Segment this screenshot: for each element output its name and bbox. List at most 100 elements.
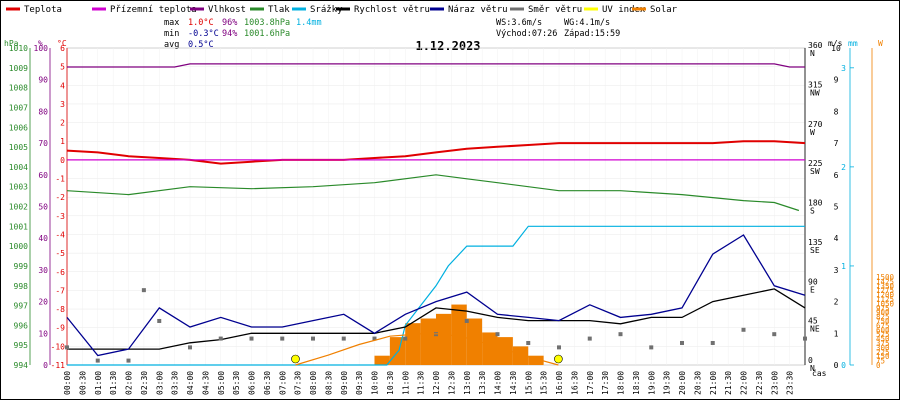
series-line-rychlost-v-tru [67, 288, 806, 350]
tick-time: 00:30 [78, 371, 87, 395]
legend-label-2: Vlhkost [208, 5, 246, 15]
tick-temp: -2 [55, 193, 65, 202]
series-line-n-raz-v-tru [66, 234, 806, 357]
wind-dir-point [126, 358, 131, 363]
stat-max-temp: 1.0°C [188, 18, 214, 28]
tick-temp: -7 [55, 286, 65, 295]
tick-time: 00:00 [63, 371, 72, 395]
solar-bar [466, 318, 483, 365]
tick-temp: -1 [55, 175, 65, 184]
tick-humidity: 90 [38, 76, 48, 85]
tick-solar: 1350 [876, 282, 895, 291]
wind-dir-point [772, 332, 777, 337]
tick-time: 23:00 [770, 371, 779, 395]
stat-max-label: max [164, 18, 179, 28]
tick-wind: 10 [831, 44, 841, 53]
tick-temp: 5 [60, 63, 65, 72]
wind-dir-point [218, 336, 223, 341]
tick-time: 10:00 [371, 371, 380, 395]
tick-time: 04:30 [201, 371, 210, 395]
tick-solar: 600 [876, 326, 890, 335]
tick-wind: 6 [834, 171, 839, 180]
wind-dir-point [618, 332, 623, 337]
stat-avg-label: avg [164, 40, 179, 50]
wind-dir-point [587, 336, 592, 341]
tick-wind-dir-label: W [810, 128, 815, 137]
tick-pressure: 996 [14, 321, 29, 330]
tick-solar: 75 [876, 357, 885, 366]
solar-bar [405, 323, 421, 365]
tick-temp: -11 [51, 361, 66, 370]
tick-time: 10:30 [386, 371, 395, 395]
tick-pressure: 1003 [9, 183, 28, 192]
tick-wind: 5 [834, 203, 839, 212]
tick-pressure: 997 [14, 302, 29, 311]
legend-label-4: Srážky [310, 5, 343, 15]
tick-time: 06:30 [263, 371, 272, 395]
tick-time: 06:00 [248, 371, 257, 395]
tick-wind-dir: 360 [808, 41, 823, 50]
tick-pressure: 998 [14, 282, 29, 291]
wind-dir-point [95, 358, 100, 363]
wind-dir-point [341, 336, 346, 341]
tick-pressure: 999 [14, 262, 29, 271]
solar-bar [512, 346, 529, 365]
tick-solar: 1200 [876, 291, 895, 300]
tick-solar: 225 [876, 348, 890, 357]
tick-wind: 2 [834, 298, 839, 307]
wind-dir-point [157, 318, 162, 323]
tick-pressure: 1004 [9, 163, 28, 172]
tick-wind: 4 [834, 234, 839, 243]
legend-label-0: Teplota [24, 5, 62, 15]
stat-max-hum: 96% [222, 18, 237, 28]
tick-temp: -10 [51, 342, 66, 351]
tick-solar: 1425 [876, 277, 894, 286]
tick-time: 08:30 [324, 371, 333, 395]
tick-wind: 0 [834, 361, 839, 370]
tick-time: 21:00 [709, 371, 718, 395]
solar-bar [374, 355, 390, 365]
tick-solar: 150 [876, 352, 890, 361]
axis-unit-ms: m/s [828, 39, 843, 48]
tick-time: 01:00 [94, 371, 103, 395]
legend-label-1: Přízemní teplota [110, 5, 197, 15]
tick-solar: 975 [876, 304, 890, 313]
tick-wind-dir-label: SE [810, 246, 820, 255]
tick-time: 14:30 [509, 371, 518, 395]
tick-time: 19:30 [663, 371, 672, 395]
tick-wind-dir-label: NE [810, 325, 820, 334]
wind-dir-point [710, 340, 715, 345]
tick-wind: 9 [834, 76, 839, 85]
series-line-tlak [66, 174, 800, 212]
stat-sunset: Západ:15:59 [564, 29, 620, 39]
tick-pressure: 1005 [9, 143, 28, 152]
stat-min-temp: -0.3°C [188, 29, 219, 39]
wind-dir-point [141, 288, 146, 293]
tick-wind-dir-label: SW [810, 167, 820, 176]
tick-wind-dir: 90 [808, 277, 818, 286]
tick-pressure: 1001 [9, 222, 28, 231]
tick-solar: 525 [876, 330, 890, 339]
tick-wind-dir: 270 [808, 120, 823, 129]
wind-dir-point [403, 336, 408, 341]
stat-ws: WS:3.6m/s [496, 18, 542, 28]
tick-wind-dir: 135 [808, 238, 823, 247]
tick-solar: 750 [876, 317, 890, 326]
tick-time: 05:00 [217, 371, 226, 395]
tick-temp: -4 [55, 230, 65, 239]
tick-wind-dir-label: N [810, 49, 815, 58]
tick-solar: 675 [876, 321, 890, 330]
tick-pressure: 1002 [9, 203, 28, 212]
wind-dir-point [803, 336, 807, 341]
tick-solar: 0 [876, 361, 881, 370]
tick-time: 18:30 [632, 371, 641, 395]
tick-humidity: 50 [38, 203, 48, 212]
tick-time: 23:30 [786, 371, 795, 395]
tick-time: 09:00 [340, 371, 349, 395]
legend-label-5: Rychlost větru [354, 5, 430, 15]
tick-time: 15:00 [524, 371, 533, 395]
tick-time: 17:30 [601, 371, 610, 395]
tick-time: 12:00 [432, 371, 441, 395]
tick-temp: 3 [60, 100, 65, 109]
